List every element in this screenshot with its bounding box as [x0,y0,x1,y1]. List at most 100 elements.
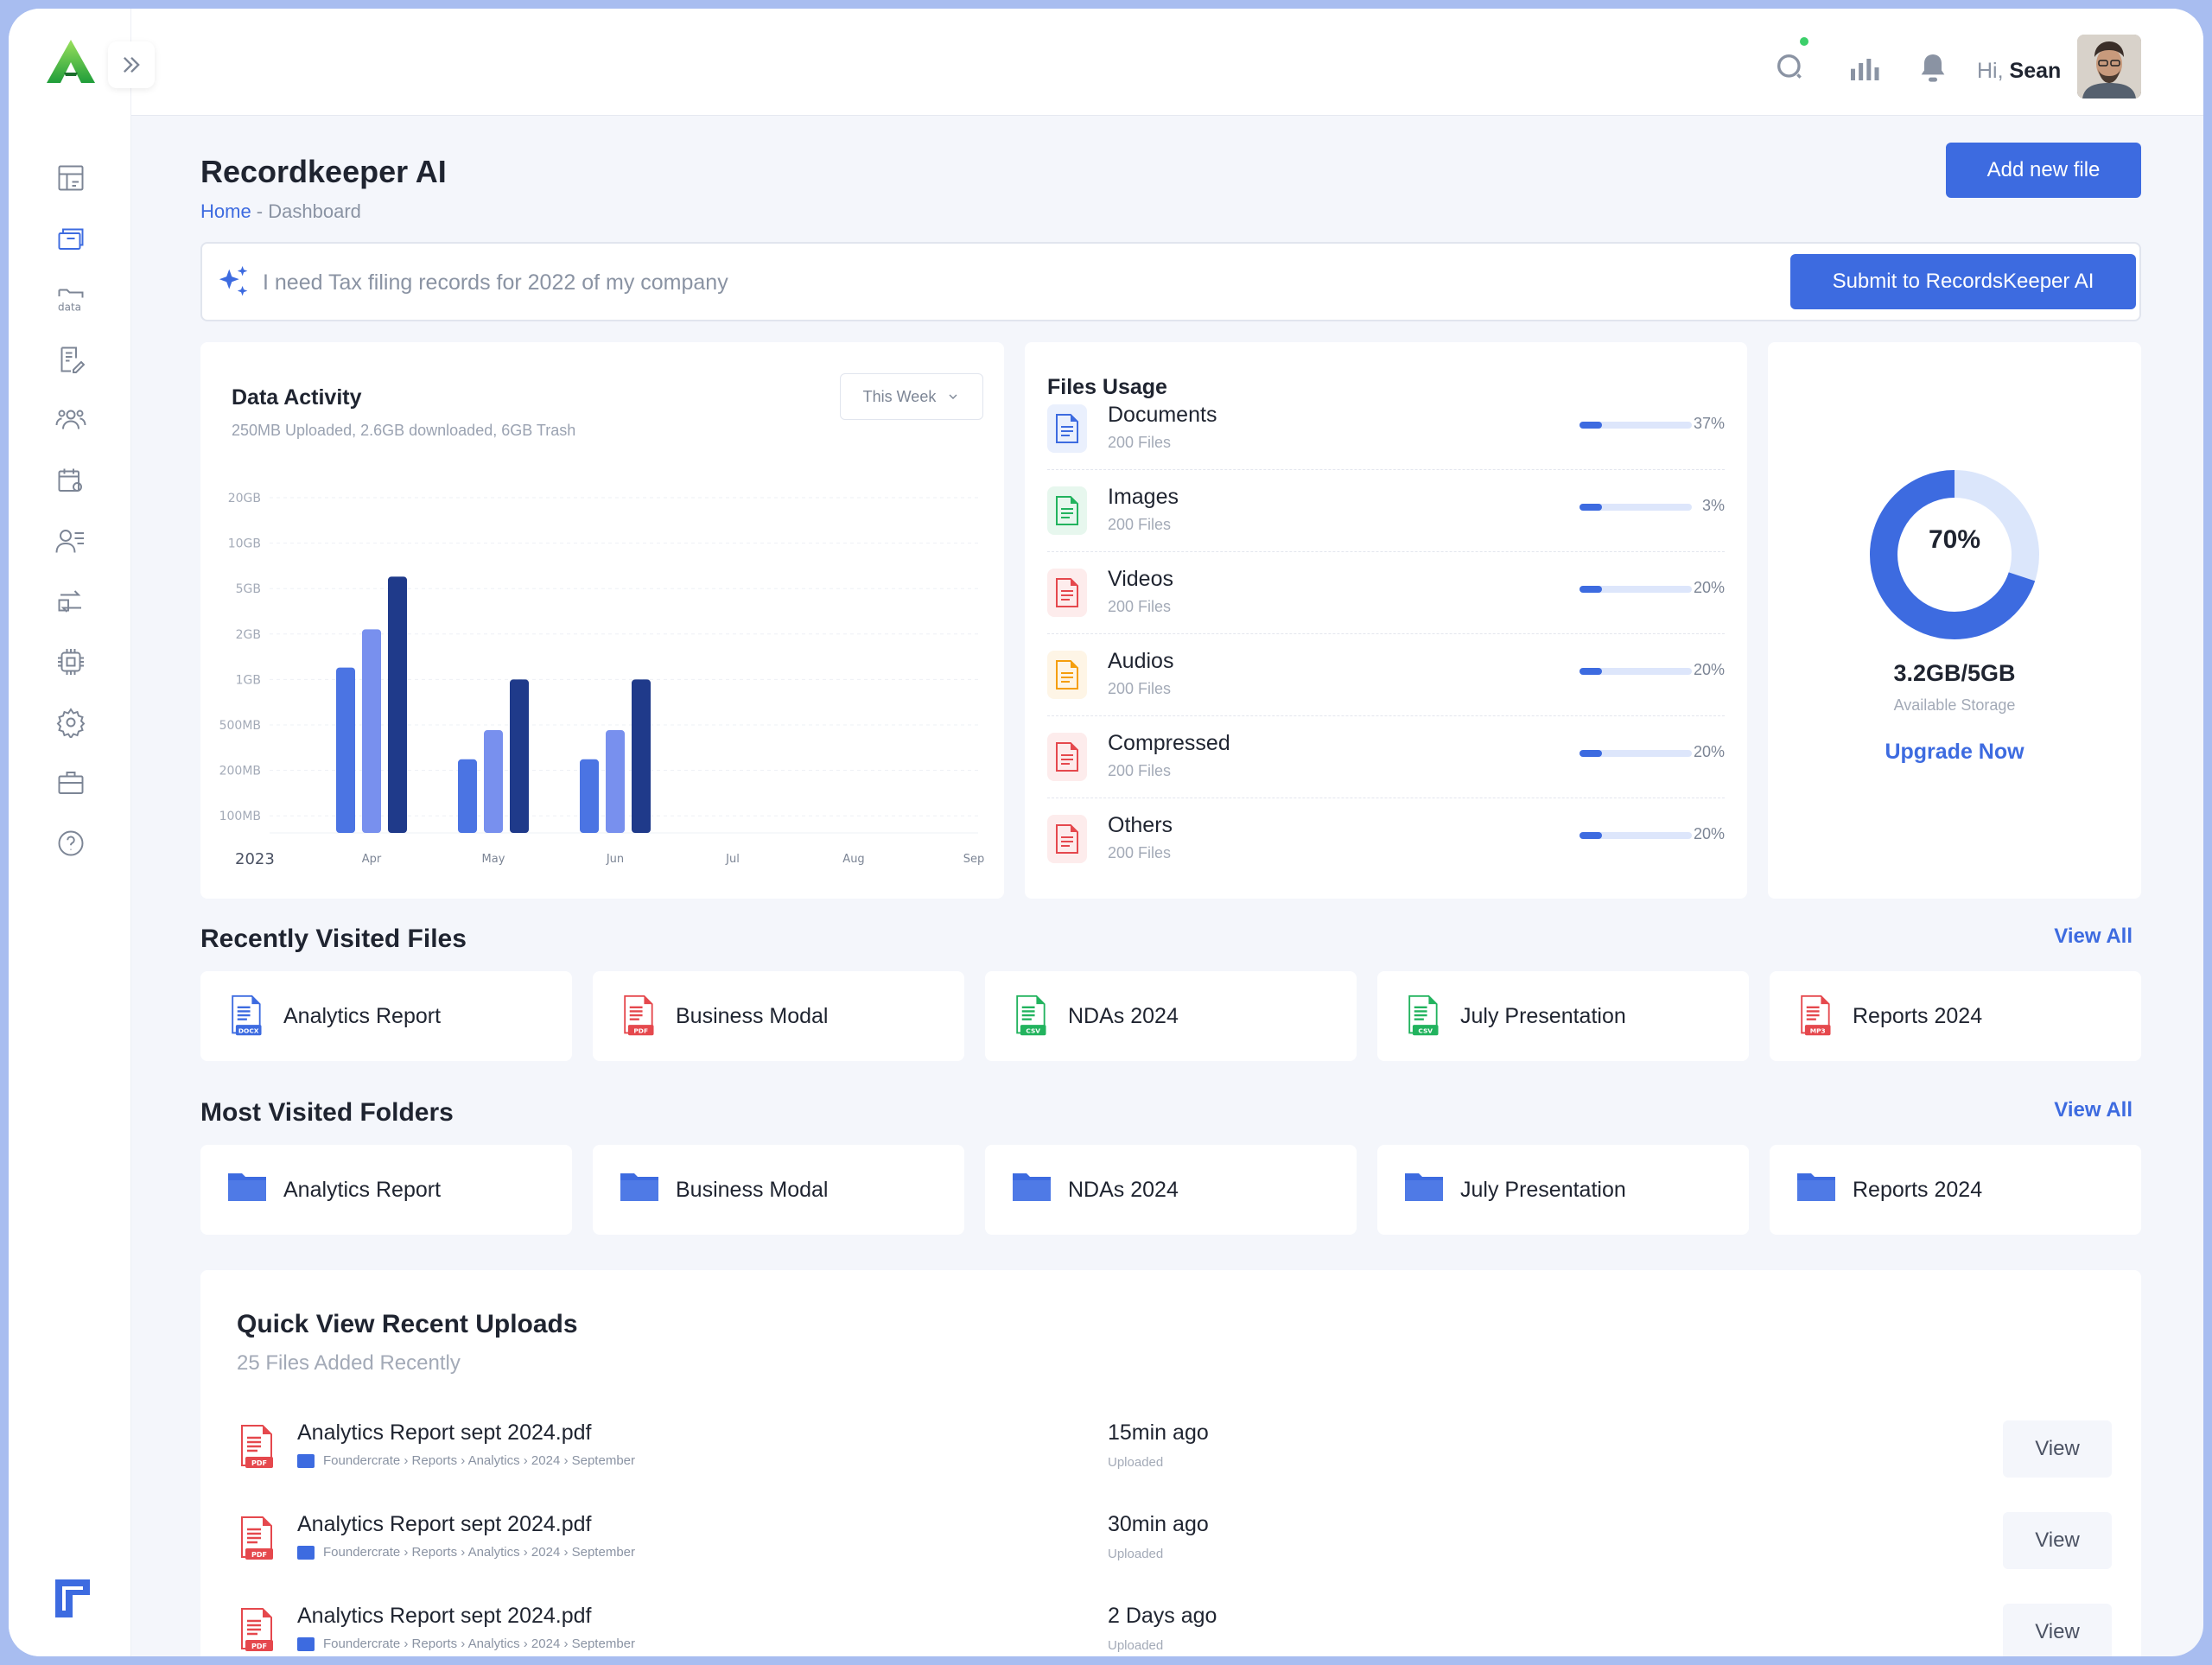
chart-bar[interactable] [388,576,407,833]
chart-bar[interactable] [510,679,529,833]
file-usage-row[interactable]: Audios 200 Files 20% [1047,635,1725,716]
data-activity-title: Data Activity [232,385,362,410]
upload-time: 15min ago [1108,1420,1209,1445]
stats-icon[interactable] [1847,50,1881,85]
folder-card[interactable]: Business Modal [593,1145,964,1235]
csv-file-icon: CSV [1011,995,1049,1038]
brand-mark-icon[interactable] [54,1578,92,1619]
pdf-file-icon: PDF [237,1424,275,1471]
breadcrumb-home-link[interactable]: Home [200,200,251,222]
chip-icon[interactable] [54,645,88,679]
view-button[interactable]: View [2003,1420,2112,1478]
recent-files-view-all[interactable]: View All [2054,925,2133,948]
chart-bar[interactable] [484,730,503,833]
chart-bar[interactable] [362,629,381,833]
folder-card[interactable]: Reports 2024 [1770,1145,2141,1235]
chart-bar[interactable] [632,679,651,833]
folder-name: Business Modal [676,1177,829,1202]
files-usage-title: Files Usage [1047,375,1167,399]
recent-file-card[interactable]: CSV July Presentation [1377,971,1749,1061]
data-activity-chart: 20GB 10GB 5GB 2GB 1GB 500MB 200MB 100MB 2023 Apr M… [219,492,985,868]
folder-card[interactable]: Analytics Report [200,1145,572,1235]
file-name: NDAs 2024 [1068,1003,1179,1028]
chart-bar[interactable] [606,730,625,833]
folder-icon [1403,1168,1443,1211]
usage-percent: 20% [1693,661,1725,678]
file-usage-row[interactable]: Documents 200 Files 37% [1047,389,1725,470]
transfer-icon[interactable] [54,584,88,619]
ai-search-input[interactable] [263,261,1732,304]
settings-icon[interactable] [54,705,88,740]
app-window: data [9,9,2203,1656]
usage-progress-bar [1580,504,1692,511]
file-name: July Presentation [1460,1003,1626,1028]
file-type-name: Videos [1108,567,1173,591]
dashboard-icon[interactable] [54,161,88,195]
users-icon[interactable] [54,403,88,437]
recent-file-card[interactable]: PDF Business Modal [593,971,964,1061]
chart-bar[interactable] [336,667,355,833]
upload-file-name[interactable]: Analytics Report sept 2024.pdf [297,1420,592,1445]
upload-file-name[interactable]: Analytics Report sept 2024.pdf [297,1604,592,1628]
briefcase-icon[interactable] [54,766,88,800]
search-icon[interactable] [1773,50,1808,85]
calendar-settings-icon[interactable] [54,463,88,498]
recent-file-card[interactable]: DOCX Analytics Report [200,971,572,1061]
docx-file-icon: DOCX [226,995,264,1038]
file-type-badge: PDF [633,1026,648,1034]
chart-bar[interactable] [458,759,477,833]
app-logo[interactable] [45,38,97,85]
folder-name: Reports 2024 [1853,1177,1983,1202]
y-tick-label: 500MB [219,719,261,733]
upload-status: Uploaded [1108,1547,1164,1561]
file-type-badge: MP3 [1810,1026,1826,1034]
folders-view-all[interactable]: View All [2054,1098,2133,1122]
x-tick-label: Jul [725,853,740,866]
y-tick-label: 2GB [236,628,261,642]
avatar[interactable] [2077,35,2141,99]
sparkle-icon [219,265,248,296]
chart-bar[interactable] [580,759,599,833]
storage-amount: 3.2GB/5GB [1893,660,2016,686]
file-type-badge: PDF [251,1551,267,1559]
recent-file-card[interactable]: MP3 Reports 2024 [1770,971,2141,1061]
records-icon[interactable] [54,221,88,256]
help-icon[interactable] [54,826,88,861]
upload-file-path: Foundercrate › Reports › Analytics › 202… [297,1636,635,1651]
upload-file-name[interactable]: Analytics Report sept 2024.pdf [297,1512,592,1536]
file-usage-row[interactable]: Videos 200 Files 20% [1047,553,1725,634]
upgrade-now-link[interactable]: Upgrade Now [1885,740,2024,764]
storage-card: 70% 3.2GB/5GB Available Storage Upgrade … [1768,342,2141,899]
sidebar-expand-button[interactable] [108,41,155,88]
bell-icon[interactable] [1916,50,1950,85]
breadcrumb-current: Dashboard [268,200,361,222]
folder-card[interactable]: NDAs 2024 [985,1145,1357,1235]
recent-file-card[interactable]: CSV NDAs 2024 [985,971,1357,1061]
pdf-file-icon: PDF [237,1607,275,1654]
submit-ai-button[interactable]: Submit to RecordsKeeper AI [1790,254,2136,309]
image-icon [1047,486,1087,535]
file-usage-row[interactable]: Compressed 200 Files 20% [1047,717,1725,798]
mp3-file-icon: MP3 [1796,995,1834,1038]
chevron-down-icon [949,394,957,399]
range-select[interactable]: This Week [840,373,983,420]
file-type-badge: CSV [1026,1026,1040,1034]
folder-name: Analytics Report [283,1177,442,1202]
usage-percent: 20% [1693,743,1725,760]
folder-card[interactable]: July Presentation [1377,1145,1749,1235]
file-name: Reports 2024 [1853,1003,1983,1028]
upload-row: PDF Analytics Report sept 2024.pdf Founder… [237,1600,2112,1656]
data-folder-icon[interactable]: data [54,282,88,316]
file-usage-row[interactable]: Images 200 Files 3% [1047,471,1725,552]
sidebar: data [9,9,131,1656]
storage-subtitle: Available Storage [1893,696,2016,714]
file-usage-row[interactable]: Others 200 Files 20% [1047,799,1725,880]
user-list-icon[interactable] [54,524,88,558]
document-icon [1047,404,1087,453]
view-button[interactable]: View [2003,1512,2112,1569]
folder-icon [1011,1168,1051,1211]
add-new-file-button[interactable]: Add new file [1946,143,2141,198]
file-type-count: 200 Files [1108,762,1172,779]
document-edit-icon[interactable] [54,342,88,377]
view-button[interactable]: View [2003,1604,2112,1656]
